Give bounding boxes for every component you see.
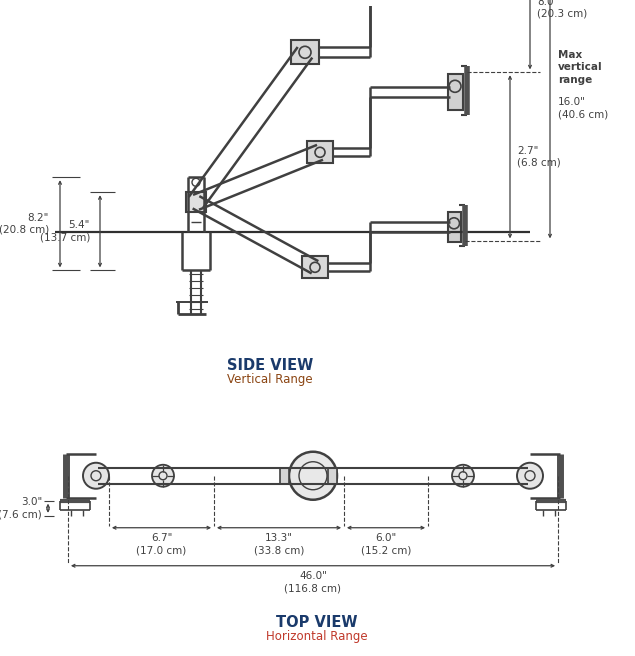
Bar <box>448 213 461 242</box>
Text: SIDE VIEW: SIDE VIEW <box>227 358 313 373</box>
Text: 6.7"
(17.0 cm): 6.7" (17.0 cm) <box>137 533 187 555</box>
Circle shape <box>452 464 474 487</box>
Bar <box>328 468 337 483</box>
Circle shape <box>517 462 543 489</box>
Text: 8.2"
(20.8 cm): 8.2" (20.8 cm) <box>0 213 49 235</box>
Text: Max
vertical
range: Max vertical range <box>558 50 603 85</box>
Bar <box>302 256 328 278</box>
Bar <box>186 192 206 213</box>
Text: Vertical Range: Vertical Range <box>227 373 313 386</box>
Text: 5.4"
(13.7 cm): 5.4" (13.7 cm) <box>39 220 90 243</box>
Bar <box>280 468 289 483</box>
Bar <box>448 74 463 110</box>
Text: 3.0"
(7.6 cm): 3.0" (7.6 cm) <box>0 497 42 520</box>
Circle shape <box>289 452 337 500</box>
Text: Horizontal Range: Horizontal Range <box>266 630 368 644</box>
Text: 46.0"
(116.8 cm): 46.0" (116.8 cm) <box>284 571 342 593</box>
Bar <box>307 141 333 163</box>
Circle shape <box>152 464 174 487</box>
Text: 13.3"
(33.8 cm): 13.3" (33.8 cm) <box>254 533 304 555</box>
Text: 16.0"
(40.6 cm): 16.0" (40.6 cm) <box>558 97 608 119</box>
Text: 6.0"
(15.2 cm): 6.0" (15.2 cm) <box>361 533 411 555</box>
Text: TOP VIEW: TOP VIEW <box>276 615 358 630</box>
Bar <box>291 40 319 64</box>
Circle shape <box>83 462 109 489</box>
Text: 8.0"
(20.3 cm): 8.0" (20.3 cm) <box>537 0 587 19</box>
Text: 2.7"
(6.8 cm): 2.7" (6.8 cm) <box>517 146 561 168</box>
